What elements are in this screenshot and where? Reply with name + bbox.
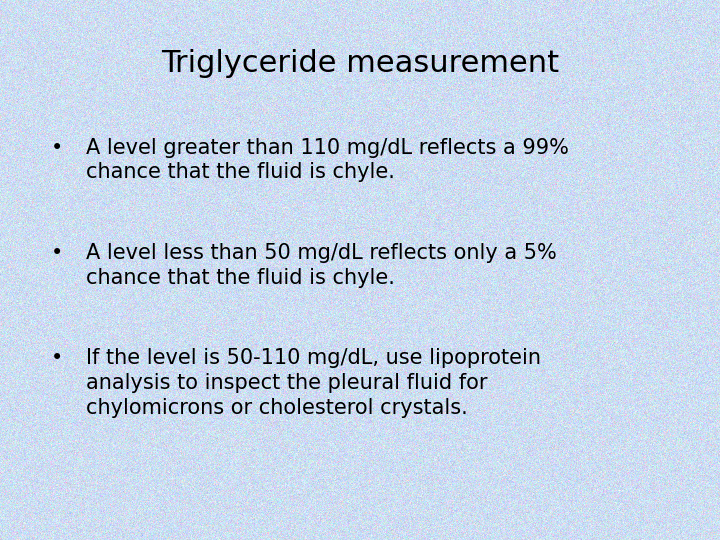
- Text: A level less than 50 mg/dL reflects only a 5%
chance that the fluid is chyle.: A level less than 50 mg/dL reflects only…: [86, 243, 557, 288]
- Text: If the level is 50-110 mg/dL, use lipoprotein
analysis to inspect the pleural fl: If the level is 50-110 mg/dL, use lipopr…: [86, 348, 541, 418]
- Text: A level greater than 110 mg/dL reflects a 99%
chance that the fluid is chyle.: A level greater than 110 mg/dL reflects …: [86, 138, 570, 183]
- Text: •: •: [50, 348, 63, 368]
- Text: •: •: [50, 243, 63, 263]
- Text: •: •: [50, 138, 63, 158]
- Text: Triglyceride measurement: Triglyceride measurement: [161, 49, 559, 78]
